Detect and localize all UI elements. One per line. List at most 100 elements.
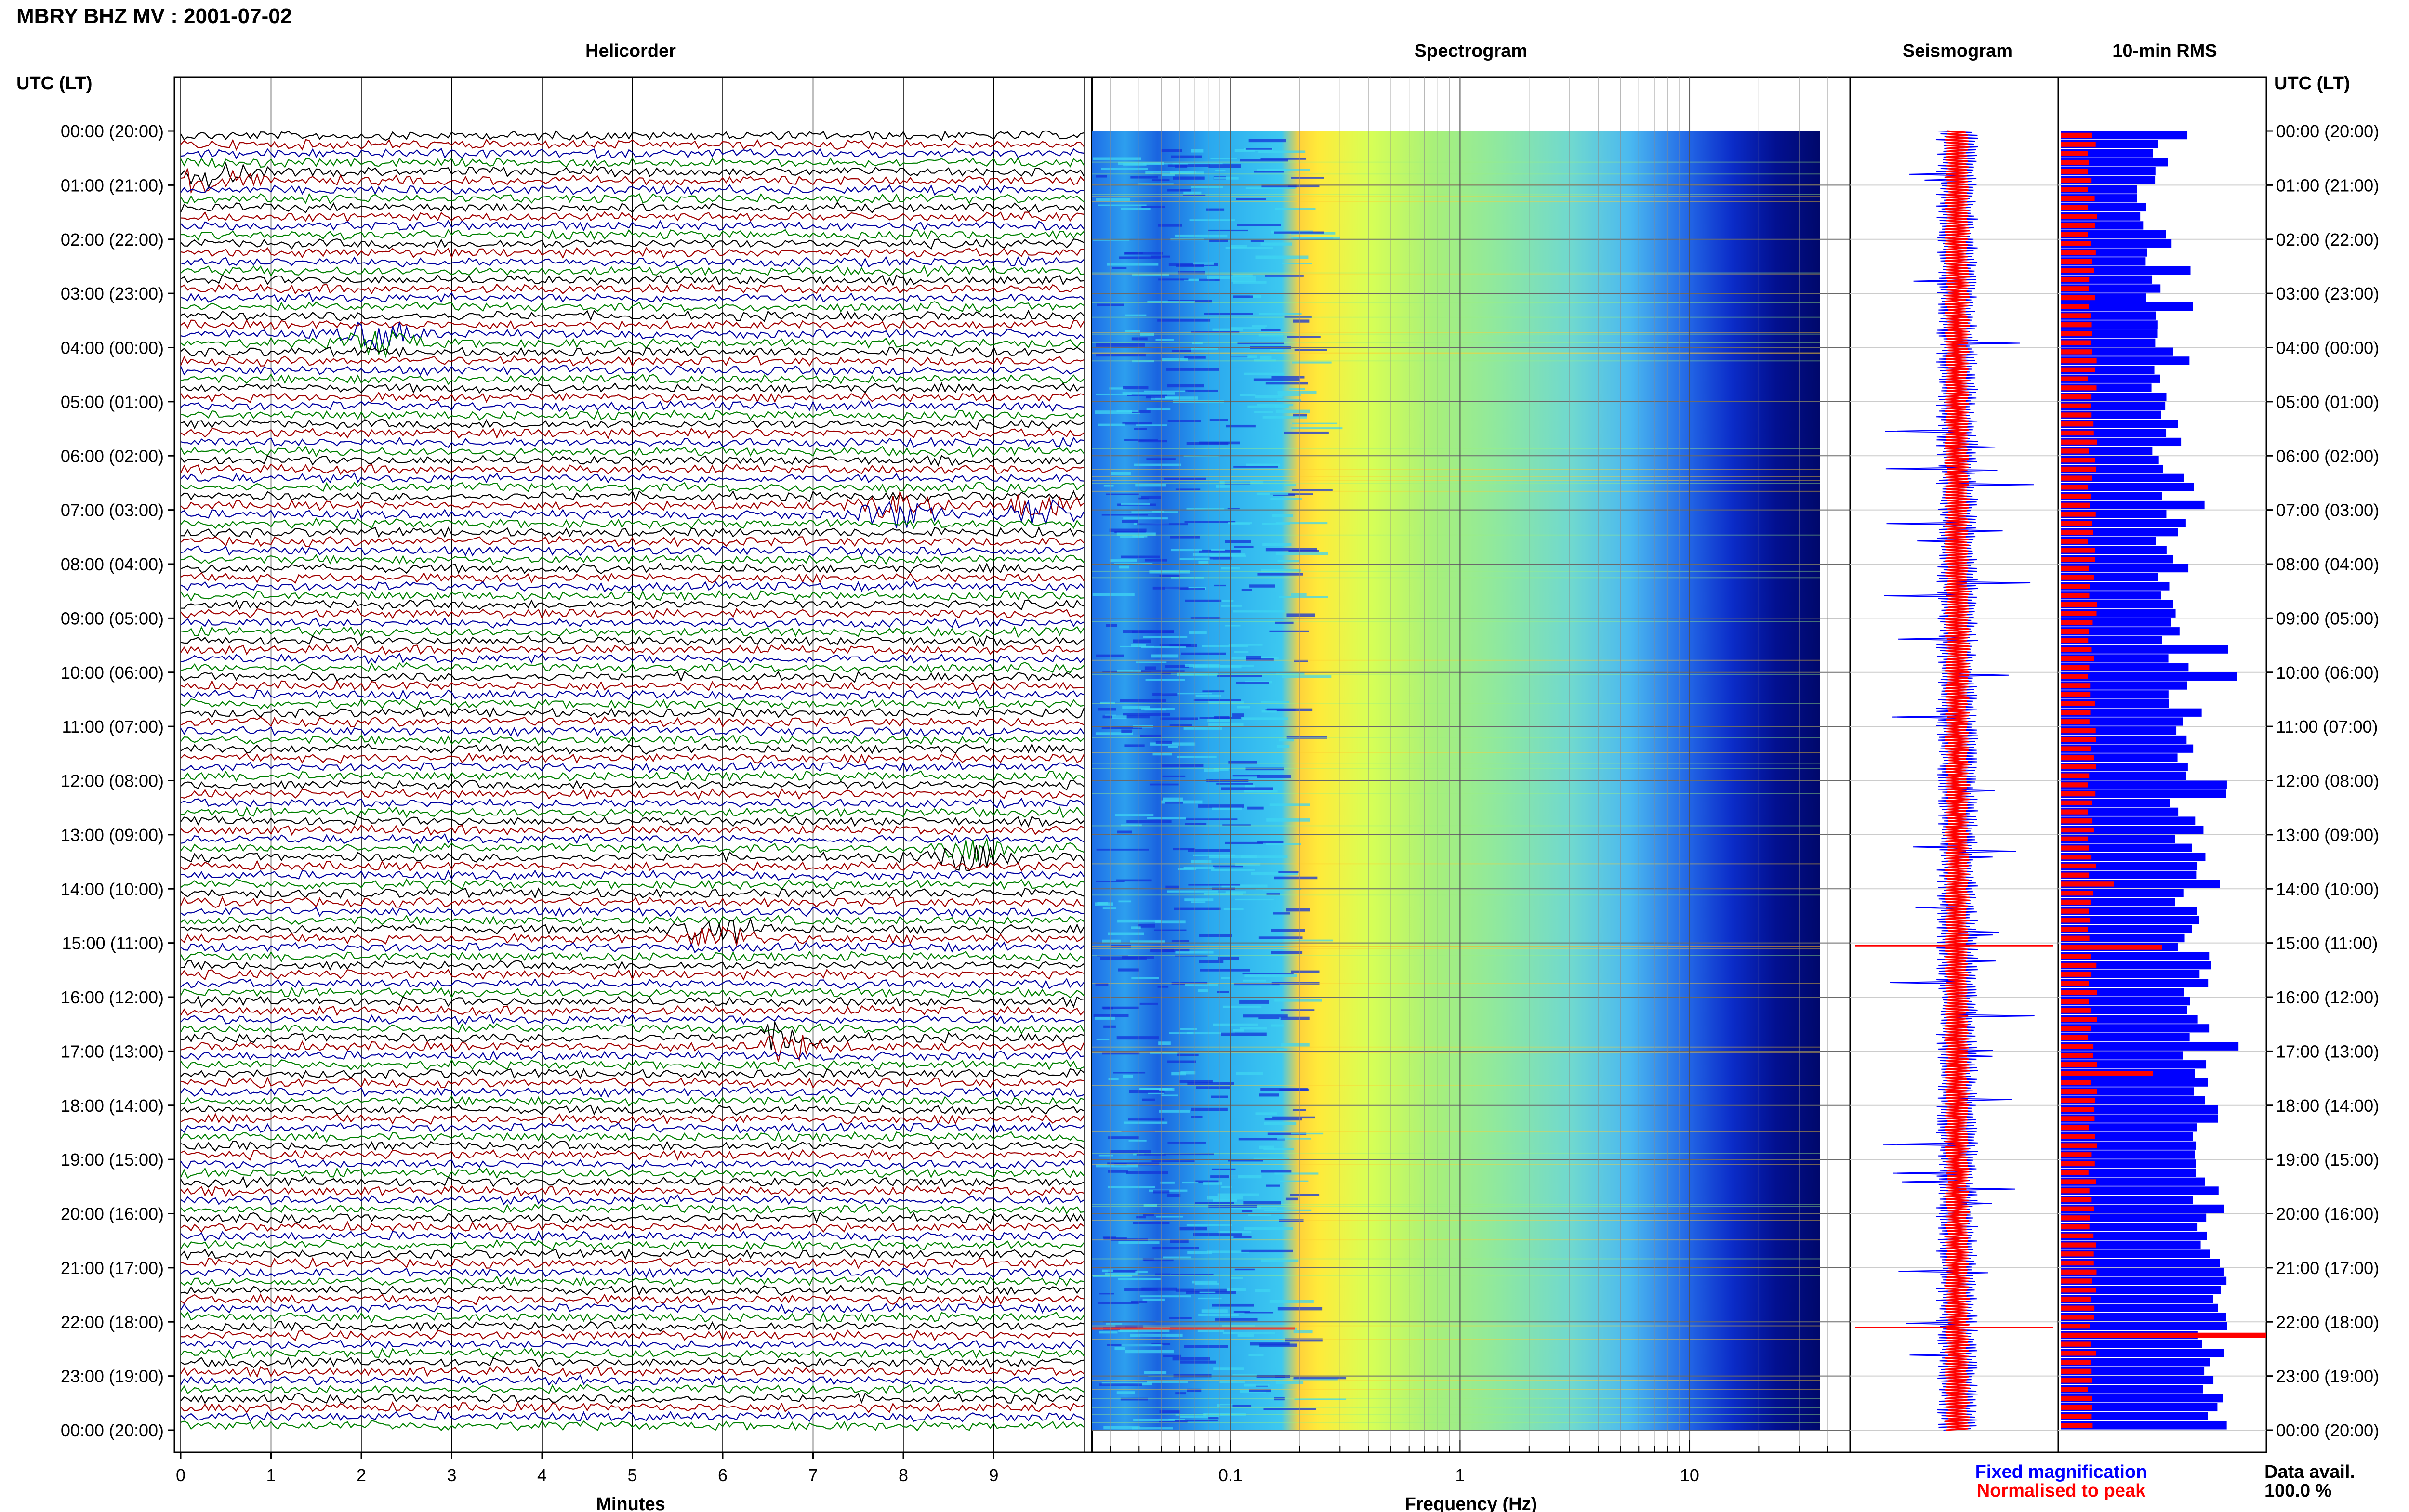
rms-bar-normalised — [2061, 565, 2089, 571]
rms-bar-fixed — [2061, 564, 2189, 573]
time-tick-left: 03:00 (23:00) — [61, 284, 164, 303]
helicorder-trace — [180, 707, 1085, 719]
rms-bar-normalised — [2061, 855, 2092, 860]
rms-bar-fixed — [2061, 979, 2209, 987]
helicorder-trace — [180, 878, 1085, 890]
rms-bar-normalised — [2061, 142, 2096, 147]
rms-bar-normalised — [2061, 1080, 2091, 1085]
helicorder-trace — [180, 1131, 1085, 1143]
rms-bar-normalised — [2061, 367, 2095, 373]
rms-bar-fixed — [2061, 1303, 2218, 1313]
helicorder-trace — [180, 1023, 1085, 1035]
rms-bar-normalised — [2061, 881, 2114, 887]
rms-bar-fixed — [2061, 952, 2210, 960]
helicorder-trace — [180, 1167, 1085, 1179]
rms-bar-normalised — [2061, 232, 2088, 237]
helicorder-trace — [180, 291, 1085, 303]
helicorder-trace — [180, 554, 1085, 565]
helicorder-trace — [180, 590, 1085, 602]
helicorder-x-tick: 2 — [357, 1465, 366, 1485]
time-tick-right: 10:00 (06:00) — [2276, 663, 2379, 683]
helicorder-trace — [180, 580, 1085, 592]
rms-bar-fixed — [2061, 843, 2192, 852]
rms-bar-normalised — [2061, 1143, 2097, 1148]
time-tick-left: 16:00 (12:00) — [61, 987, 164, 1007]
helicorder-trace — [180, 419, 1085, 430]
helicorder-trace — [180, 1329, 1085, 1341]
rms-bar-normalised — [2061, 1341, 2091, 1347]
rms-bar-normalised — [2061, 872, 2090, 878]
helicorder-trace — [180, 1185, 1085, 1197]
time-tick-left: 20:00 (16:00) — [61, 1204, 164, 1224]
rms-bar-normalised — [2061, 1197, 2092, 1203]
helicorder-trace — [180, 545, 1085, 557]
helicorder-panel: 0 1 2 3 4 5 6 7 8 9 Minutes — [173, 76, 1093, 1512]
helicorder-trace — [180, 716, 1085, 728]
helicorder-trace — [180, 1095, 1085, 1107]
rms-bar-normalised — [2061, 1116, 2095, 1121]
time-tick-left: 10:00 (06:00) — [61, 663, 164, 683]
seismogram-panel — [1849, 76, 2059, 1453]
rms-bar-fixed — [2061, 1078, 2208, 1087]
time-axis-label-right: UTC (LT) — [2274, 73, 2350, 93]
rms-bar-normalised — [2061, 457, 2095, 463]
helicorder-trace — [180, 968, 1085, 981]
time-tick-left: 12:00 (08:00) — [61, 771, 164, 791]
helicorder-trace — [180, 1411, 1085, 1422]
rms-bar-normalised — [2061, 223, 2095, 228]
time-tick-right: 19:00 (15:00) — [2276, 1150, 2379, 1170]
helicorder-trace — [180, 1076, 1085, 1089]
time-tick-right: 01:00 (21:00) — [2276, 175, 2379, 195]
rms-bar-normalised — [2061, 981, 2089, 986]
rms-bar-normalised — [2061, 548, 2095, 553]
helicorder-trace — [181, 229, 1085, 241]
rms-bar-normalised — [2061, 205, 2088, 210]
helicorder-trace — [180, 373, 1085, 385]
helicorder-trace — [180, 1058, 1085, 1071]
rms-bar-normalised — [2061, 755, 2094, 761]
helicorder-trace — [180, 837, 1085, 863]
helicorder-trace — [180, 824, 1085, 836]
rms-bar-fixed — [2061, 1286, 2221, 1294]
helicorder-trace — [180, 697, 1085, 710]
helicorder-trace — [180, 427, 1085, 440]
time-tick-left: 09:00 (05:00) — [61, 608, 164, 628]
page-title: MBRY BHZ MV : 2001-07-02 — [16, 4, 292, 28]
helicorder-trace — [180, 1221, 1085, 1233]
rms-bar-normalised — [2061, 376, 2088, 381]
rms-bar-normalised — [2061, 1305, 2095, 1311]
rms-bar-normalised — [2061, 710, 2091, 715]
helicorder-trace — [180, 345, 1085, 358]
rms-bar-normalised — [2061, 485, 2088, 490]
rms-bar-normalised — [2061, 1107, 2095, 1112]
rms-bar-fixed — [2061, 681, 2187, 690]
helicorder-trace — [180, 1239, 1085, 1251]
helicorder-trace — [180, 130, 1085, 142]
rms-bar-fixed — [2061, 961, 2211, 970]
helicorder-trace — [180, 607, 1085, 620]
time-tick-left: 13:00 (09:00) — [61, 825, 164, 845]
spectrogram-x-tick: 0.1 — [1218, 1465, 1243, 1485]
time-tick-right: 15:00 (11:00) — [2276, 933, 2378, 953]
rms-bar-normalised — [2061, 719, 2090, 724]
helicorder-trace — [180, 845, 1085, 871]
rms-bar-fixed — [2061, 826, 2204, 834]
spectrogram-x-label: Frequency (Hz) — [1405, 1494, 1537, 1512]
rms-bar-normalised — [2061, 331, 2092, 337]
rms-bar-fixed — [2061, 925, 2192, 933]
rms-bar-normalised — [2061, 845, 2089, 851]
time-tick-left: 07:00 (03:00) — [61, 500, 164, 520]
rms-bar-normalised — [2061, 1071, 2153, 1076]
rms-bar-fixed — [2061, 672, 2237, 681]
helicorder-trace — [180, 1392, 1085, 1405]
rms-bar-normalised — [2061, 656, 2094, 661]
rms-bar-normalised — [2061, 908, 2089, 914]
helicorder-trace — [180, 689, 1085, 701]
rms-bar-normalised — [2061, 521, 2092, 526]
panel-title-spectrogram: Spectrogram — [1415, 41, 1527, 61]
rms-bar-normalised — [2061, 214, 2097, 219]
time-tick-right: 21:00 (17:00) — [2276, 1258, 2379, 1278]
rms-bar-normalised — [2061, 592, 2090, 598]
helicorder-trace — [180, 265, 1085, 277]
rms-bar-fixed — [2061, 1412, 2208, 1420]
